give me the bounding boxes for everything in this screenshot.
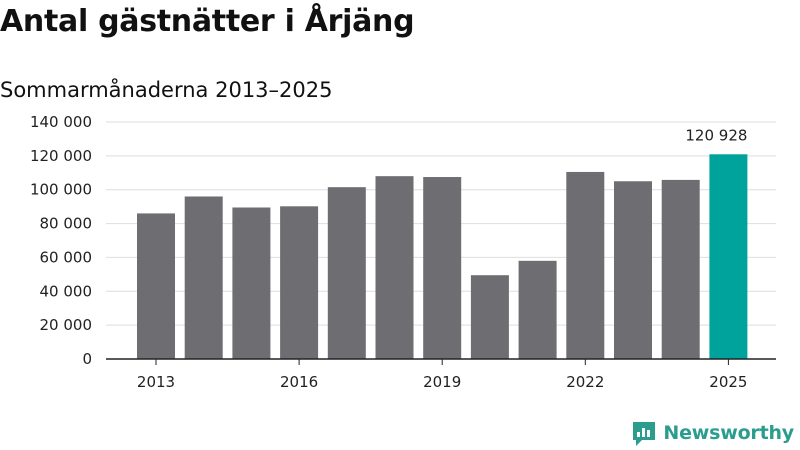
bar-2019 bbox=[423, 177, 462, 359]
x-tick-label: 2022 bbox=[566, 373, 604, 391]
brand-logo: Newsworthy bbox=[631, 418, 794, 448]
bar-2025 bbox=[709, 154, 748, 359]
bar-2014 bbox=[184, 196, 223, 359]
y-tick-label: 0 bbox=[82, 350, 92, 368]
bar-2022 bbox=[566, 171, 605, 359]
brand-name: Newsworthy bbox=[663, 422, 794, 444]
y-tick-label: 20 000 bbox=[40, 316, 93, 334]
chart-subtitle: Sommarmånaderna 2013–2025 bbox=[0, 78, 333, 102]
data-label-2025: 120 928 bbox=[685, 126, 747, 144]
y-tick-label: 60 000 bbox=[40, 248, 93, 266]
x-tick-label: 2019 bbox=[423, 373, 461, 391]
bar-2016 bbox=[280, 206, 319, 359]
bar-2017 bbox=[327, 187, 366, 359]
bar-2024 bbox=[661, 179, 700, 359]
x-axis-labels: 2013 2016 2019 2022 2025 bbox=[137, 373, 748, 391]
chart-title: Antal gästnätter i Årjäng bbox=[0, 4, 415, 39]
bar-2013 bbox=[137, 213, 175, 359]
bar-2020 bbox=[470, 275, 509, 359]
y-tick-label: 40 000 bbox=[40, 282, 93, 300]
newsworthy-logo-icon bbox=[633, 422, 656, 446]
y-tick-label: 120 000 bbox=[30, 147, 92, 165]
bar-2018 bbox=[375, 176, 414, 359]
bar-2021 bbox=[518, 260, 557, 359]
bar-2023 bbox=[614, 181, 652, 359]
x-axis bbox=[106, 358, 776, 365]
data-labels: 120 928 bbox=[685, 126, 747, 144]
x-tick-label: 2016 bbox=[280, 373, 318, 391]
y-tick-label: 80 000 bbox=[40, 215, 93, 233]
y-axis-labels: 0 20 000 40 000 60 000 80 000 100 000 120 000 1… bbox=[30, 113, 92, 368]
x-tick-label: 2025 bbox=[709, 373, 747, 391]
x-tick-label: 2013 bbox=[137, 373, 175, 391]
bar-2015 bbox=[232, 207, 271, 359]
y-tick-label: 140 000 bbox=[30, 113, 92, 131]
y-tick-label: 100 000 bbox=[30, 181, 92, 199]
bars bbox=[137, 154, 748, 359]
